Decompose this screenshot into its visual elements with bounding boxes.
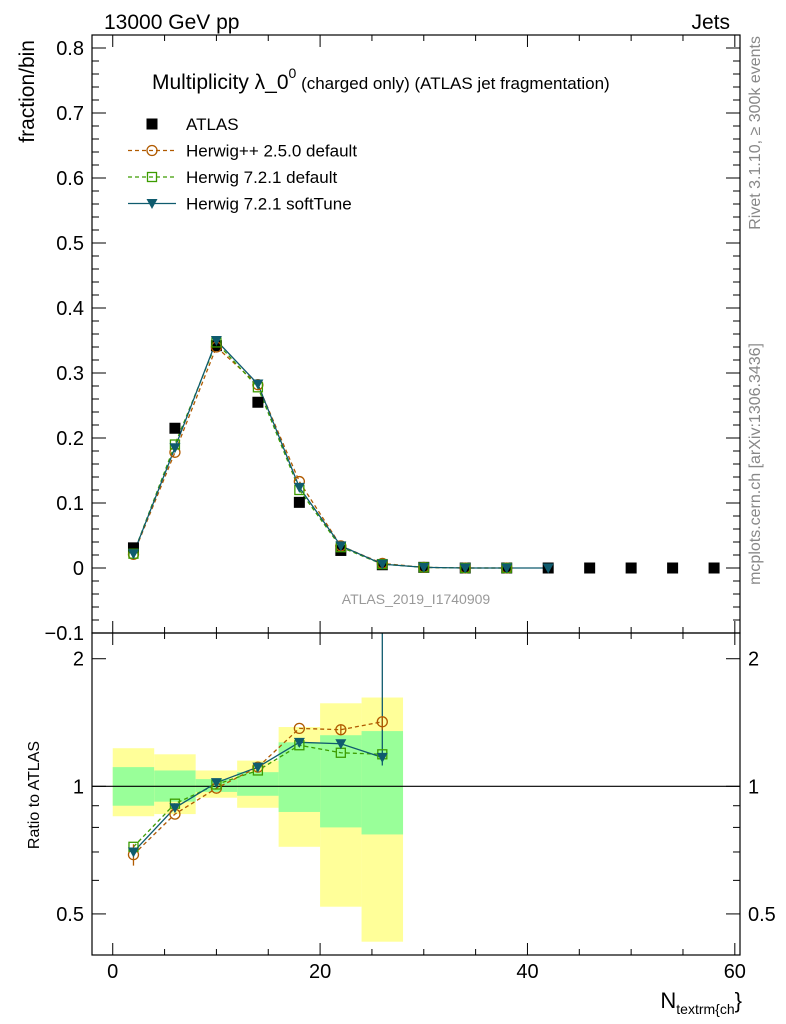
data-point (667, 562, 679, 574)
mcplots-label: mcplots.cern.ch [arXiv:1306.3436] (747, 343, 764, 585)
y-tick-label: 0 (73, 558, 84, 580)
data-point (127, 542, 139, 554)
x-axis-label-sub: textrm{ch (676, 1001, 734, 1017)
y-tick-label: −0.1 (45, 623, 84, 645)
x-tick-label: 20 (309, 961, 331, 983)
ratio-point (169, 803, 181, 814)
series-markers (127, 336, 720, 861)
data-point (376, 559, 388, 570)
chart-title: Multiplicity λ_00 (charged only) (ATLAS … (152, 65, 610, 94)
legend-label: Herwig++ 2.5.0 default (186, 142, 357, 161)
data-point (210, 336, 222, 346)
x-axis-label: Ntextrm{ch} (660, 988, 742, 1017)
y-tick-label: 0.1 (56, 493, 84, 515)
legend-label: Herwig 7.2.1 softTune (186, 195, 352, 214)
chart-title-sup: 0 (289, 65, 297, 81)
x-tick-label: 60 (724, 961, 746, 983)
x-tick-label: 40 (516, 961, 538, 983)
series-line (132, 339, 549, 569)
data-point (169, 443, 181, 454)
legend-marker (146, 118, 158, 130)
data-point (625, 562, 637, 574)
data-point (708, 562, 720, 574)
x-axis-label-end: } (735, 988, 742, 1013)
ratio-y-axis-label: Ratio to ATLAS (26, 741, 43, 849)
rivet-version-label: Rivet 3.1.10, ≥ 300k events (747, 36, 764, 230)
ratio-band-inner (237, 772, 279, 796)
legend-marker (146, 144, 158, 157)
ratio-y-tick-label-right: 1 (748, 776, 759, 798)
y-tick-label: 0.7 (56, 103, 84, 125)
ratio-band-inner (278, 742, 321, 812)
ratio-y-tick-label: 2 (73, 649, 84, 671)
chart-title-main: Multiplicity λ_0 (152, 71, 289, 94)
data-point (252, 396, 264, 408)
y-tick-label: 0.2 (56, 428, 84, 450)
x-axis-label-main: N (660, 988, 676, 1013)
ratio-series-line (133, 721, 383, 856)
data-point (335, 541, 347, 552)
data-point (542, 563, 554, 574)
legend-marker (146, 171, 158, 183)
ratio-point (210, 778, 222, 789)
header-right: Jets (691, 11, 730, 34)
ratio-y-tick-label: 0.5 (56, 904, 84, 926)
y-tick-label: 0.5 (56, 233, 84, 255)
x-tick-label: 0 (107, 961, 118, 983)
data-point (418, 562, 430, 573)
chart-title-rest: (charged only) (ATLAS jet fragmentation) (296, 74, 609, 93)
ratio-point (335, 724, 347, 736)
ratio-uncertainty-bands (112, 697, 404, 942)
legend-marker (146, 199, 158, 209)
data-point (252, 379, 264, 390)
data-point (459, 563, 471, 574)
legend-label: Herwig 7.2.1 default (186, 168, 337, 187)
ratio-point (335, 739, 347, 750)
ratio-point (293, 737, 305, 748)
y-tick-label: 0.8 (56, 38, 84, 60)
series-line (132, 345, 507, 569)
data-point (501, 563, 513, 574)
y-tick-label: 0.6 (56, 168, 84, 190)
ratio-y-tick-label: 1 (73, 776, 84, 798)
ratio-plot-frame (91, 632, 741, 956)
legend-label: ATLAS (186, 115, 239, 134)
data-point (127, 549, 139, 560)
data-point (169, 422, 181, 434)
data-point (584, 562, 596, 574)
series-line (132, 341, 507, 569)
header-left: 13000 GeV pp (104, 11, 239, 34)
data-point (293, 496, 305, 508)
ratio-y-tick-label-right: 0.5 (748, 904, 776, 926)
y-tick-label: 0.4 (56, 298, 84, 320)
ratio-point (376, 716, 388, 728)
ratio-point (293, 722, 306, 735)
ratio-point (252, 762, 264, 773)
ratio-y-tick-label-right: 2 (748, 649, 759, 671)
axis-ticks (92, 35, 740, 955)
y-tick-label: 0.3 (56, 363, 84, 385)
y-axis-label: fraction/bin (16, 40, 39, 143)
legend: ATLAS Herwig++ 2.5.0 default Herwig 7.2.1 … (128, 115, 357, 214)
ratio-point (376, 752, 388, 763)
analysis-watermark: ATLAS_2019_I1740909 (342, 591, 491, 607)
ratio-point (127, 847, 139, 858)
data-point (293, 482, 305, 493)
axis-tick-labels: 0 20 40 60−0.100.10.20.30.40.50.60.70.80.5 0… (45, 38, 776, 983)
